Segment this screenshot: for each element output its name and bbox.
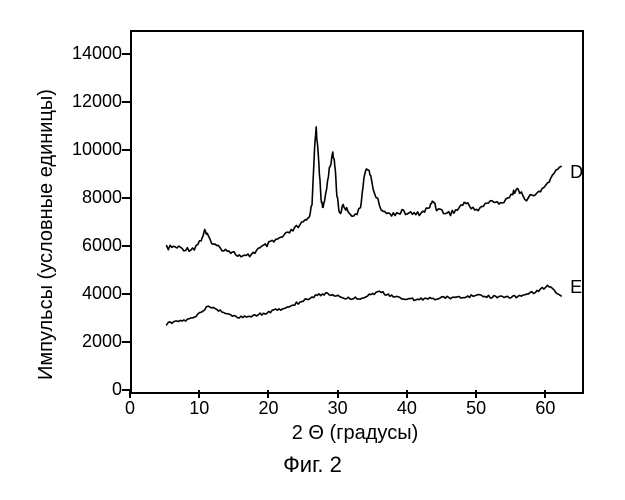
figure-caption: Фиг. 2 <box>0 452 625 478</box>
x-tick-label: 30 <box>318 398 358 419</box>
y-tick <box>122 293 130 295</box>
series-D <box>167 127 562 257</box>
figure: Импульсы (условные единицы) 2 Θ (градусы… <box>0 0 625 500</box>
y-tick-label: 12000 <box>52 91 122 112</box>
x-tick <box>198 390 200 398</box>
y-tick-label: 14000 <box>52 43 122 64</box>
y-tick-label: 6000 <box>52 235 122 256</box>
x-tick <box>337 390 339 398</box>
series-label-E: E <box>570 277 582 298</box>
y-tick-label: 2000 <box>52 331 122 352</box>
series-label-D: D <box>570 162 583 183</box>
x-tick-label: 60 <box>525 398 565 419</box>
x-tick <box>544 390 546 398</box>
x-tick <box>267 390 269 398</box>
plot-area <box>130 30 584 394</box>
series-E <box>167 285 562 325</box>
x-tick-label: 40 <box>387 398 427 419</box>
y-tick <box>122 101 130 103</box>
y-tick <box>122 197 130 199</box>
x-tick <box>406 390 408 398</box>
y-tick <box>122 149 130 151</box>
x-axis-label: 2 Θ (градусы) <box>130 422 580 445</box>
x-tick-label: 0 <box>110 398 150 419</box>
y-tick <box>122 341 130 343</box>
y-tick-label: 10000 <box>52 139 122 160</box>
x-tick-label: 50 <box>456 398 496 419</box>
y-tick-label: 4000 <box>52 283 122 304</box>
x-tick-label: 20 <box>248 398 288 419</box>
y-tick <box>122 245 130 247</box>
x-tick <box>129 390 131 398</box>
series-svg <box>132 32 582 392</box>
y-tick <box>122 53 130 55</box>
x-tick-label: 10 <box>179 398 219 419</box>
y-tick-label: 8000 <box>52 187 122 208</box>
x-tick <box>475 390 477 398</box>
